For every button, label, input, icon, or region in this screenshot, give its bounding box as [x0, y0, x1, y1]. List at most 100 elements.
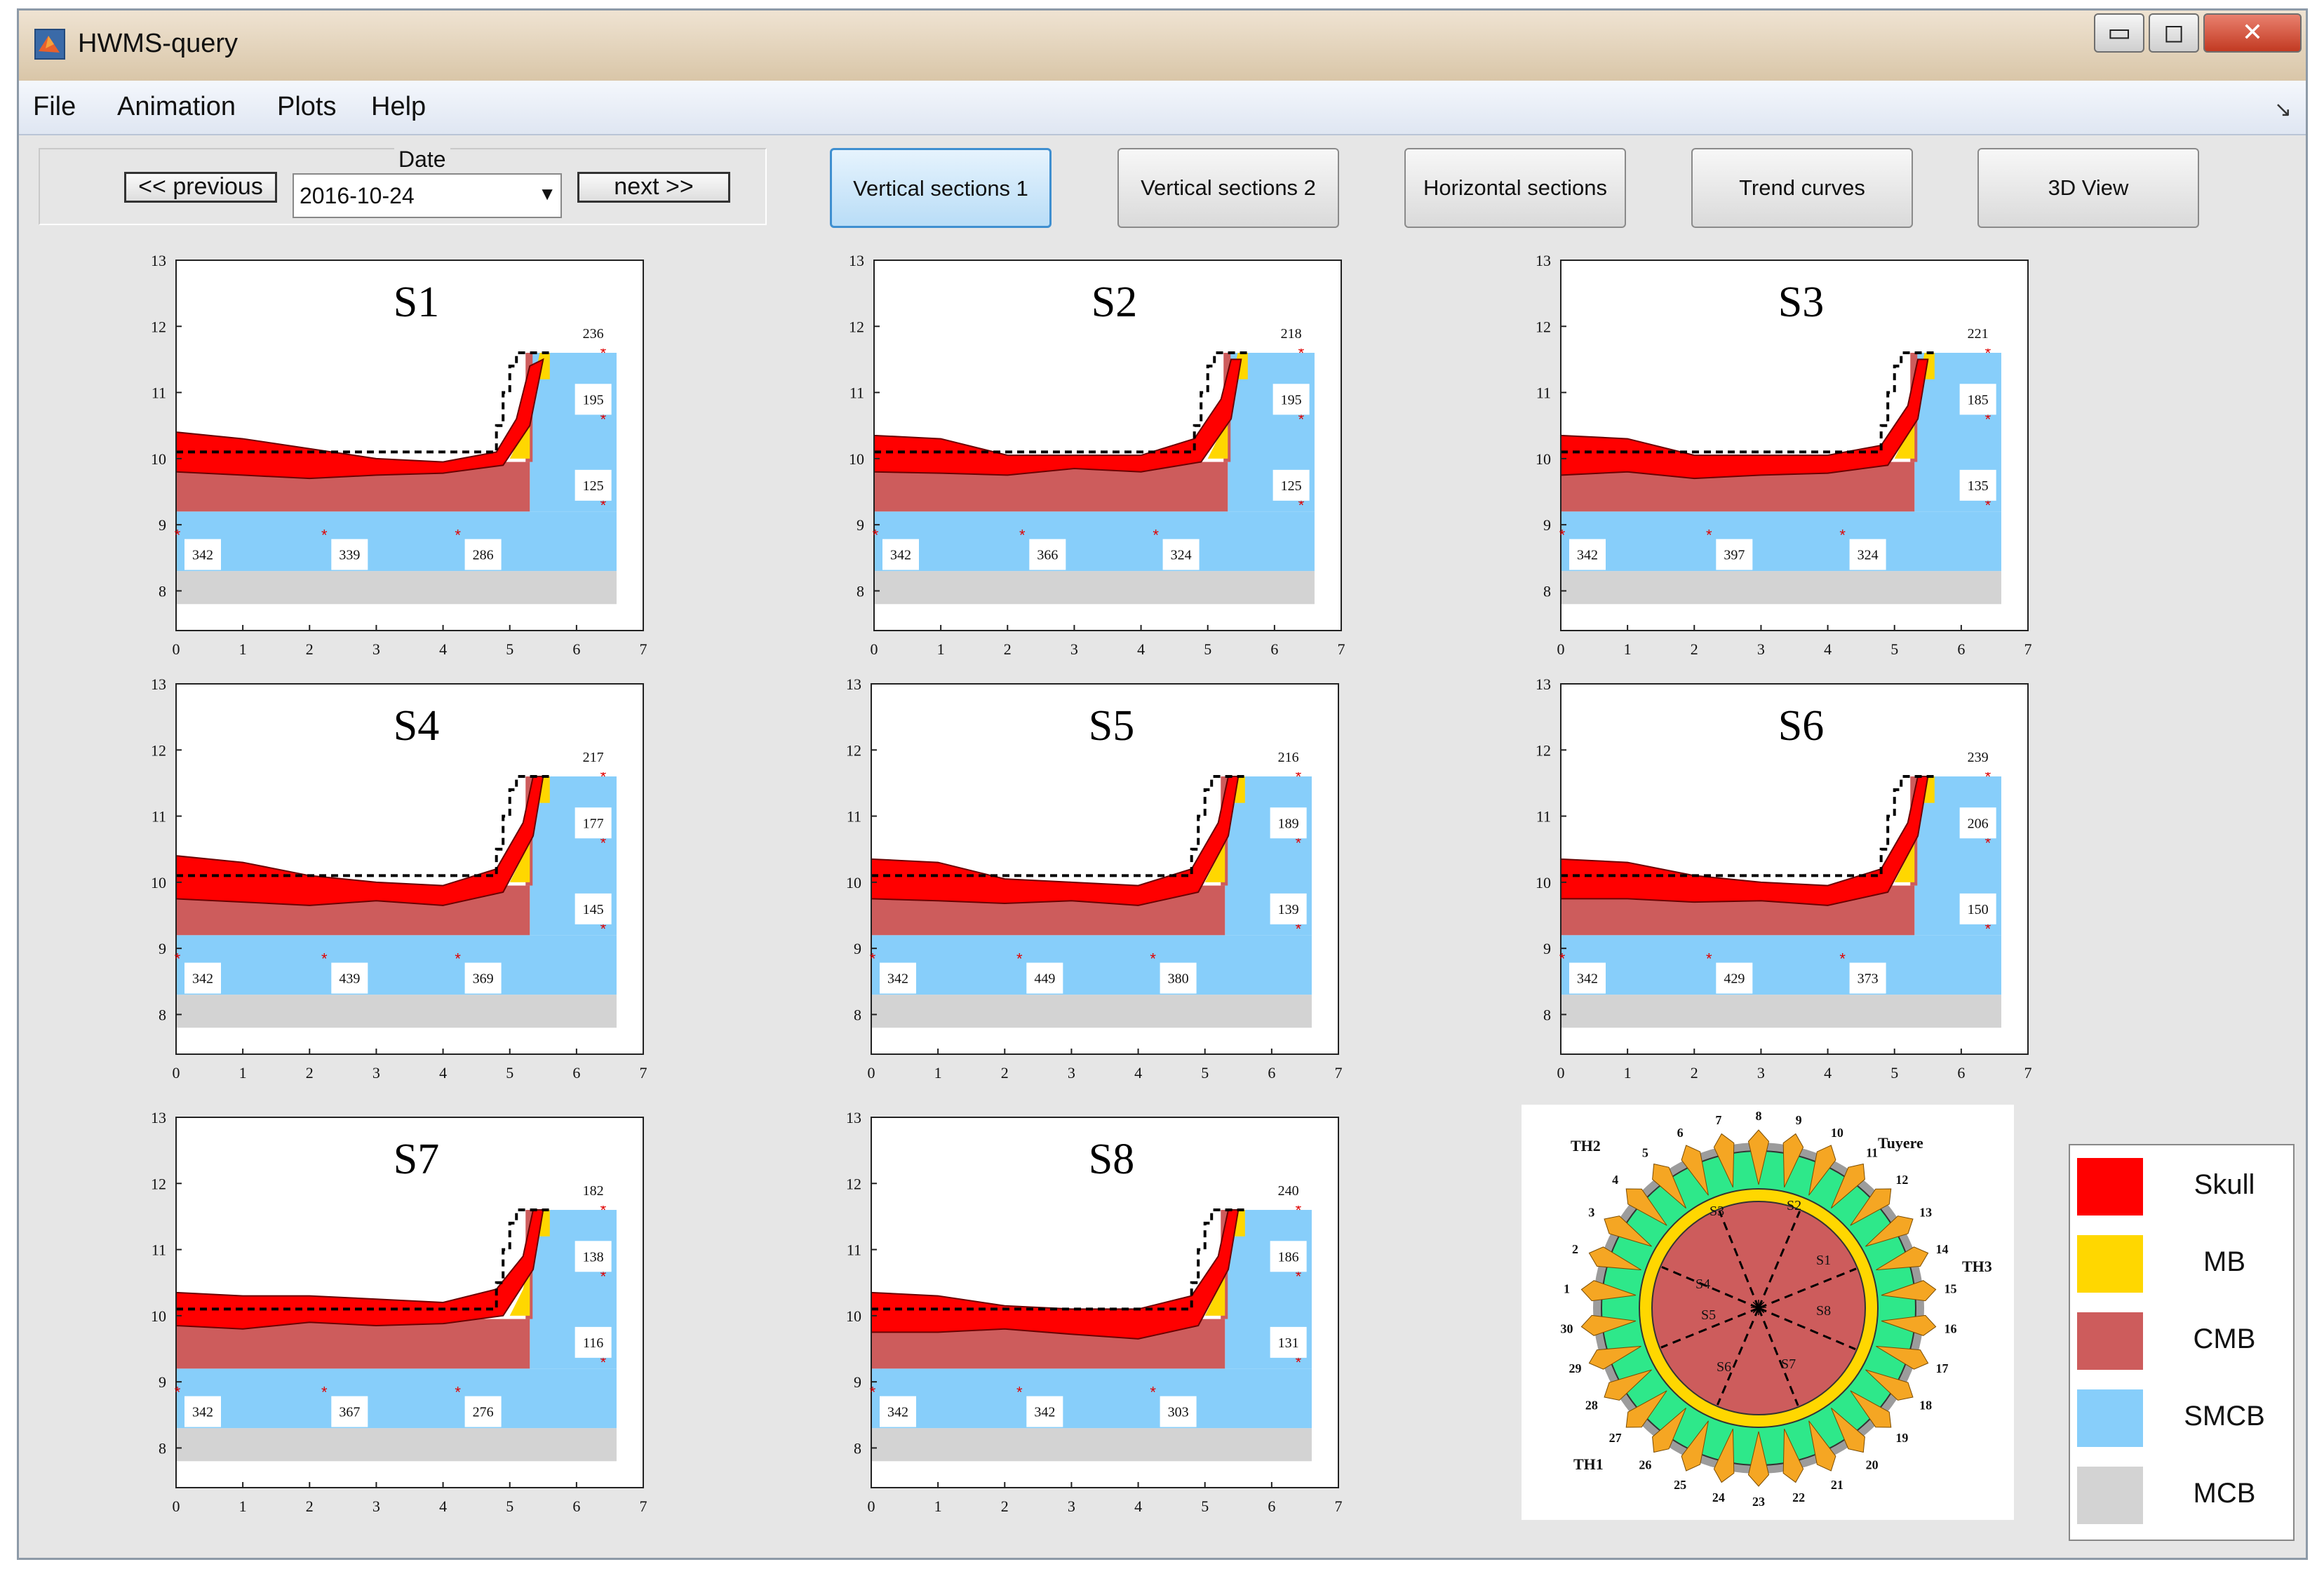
- svg-text:177: 177: [583, 816, 604, 831]
- mcb-layer: [176, 995, 617, 1028]
- svg-text:*: *: [600, 920, 607, 938]
- tab-trend-curves[interactable]: Trend curves: [1691, 148, 1913, 228]
- menu-help[interactable]: Help: [371, 92, 426, 121]
- x-tick-label: 3: [1070, 640, 1078, 658]
- next-button[interactable]: next >>: [577, 172, 730, 203]
- y-tick-label: 9: [159, 516, 166, 534]
- y-tick-label: 12: [151, 1175, 166, 1192]
- svg-text:*: *: [1839, 526, 1846, 544]
- y-tick-label: 11: [152, 808, 166, 826]
- legend-item: Skull: [2070, 1151, 2293, 1228]
- date-dropdown[interactable]: 2016-10-24 ▼: [293, 173, 562, 218]
- tuyere-number: 13: [1919, 1206, 1932, 1220]
- section-line: [1758, 1267, 1857, 1309]
- svg-text:342: 342: [1577, 971, 1598, 987]
- skull-area: [175, 358, 544, 480]
- x-tick-label: 3: [1757, 640, 1765, 658]
- axes-frame: [1560, 683, 2029, 1055]
- svg-text:239: 239: [1968, 750, 1989, 765]
- svg-text:*: *: [1296, 768, 1302, 786]
- original-profile-line: [874, 351, 1248, 454]
- y-tick-label: 13: [151, 1109, 166, 1126]
- bottom-temperature-reading: 380: [1160, 962, 1197, 994]
- axes-frame: [1560, 260, 2029, 631]
- svg-text:439: 439: [339, 971, 360, 987]
- svg-text:*: *: [321, 1383, 328, 1401]
- svg-text:342: 342: [887, 1405, 908, 1420]
- tuyere-marker: [1580, 1280, 1637, 1302]
- svg-text:*: *: [1016, 950, 1023, 967]
- legend-label: Skull: [2194, 1169, 2255, 1200]
- tab-3d-view[interactable]: 3D View: [1977, 148, 2199, 228]
- tuyere-number: 29: [1569, 1361, 1581, 1375]
- x-tick-label: 4: [439, 1497, 447, 1515]
- bottom-temperature-reading: 369: [464, 962, 502, 994]
- tuyere-number: 17: [1936, 1361, 1949, 1375]
- tuyere-number: 20: [1866, 1457, 1879, 1472]
- svg-text:*: *: [1150, 1383, 1156, 1401]
- svg-text:216: 216: [1278, 750, 1299, 765]
- bottom-temperature-reading: 286: [464, 539, 502, 570]
- section-label: S8: [1816, 1303, 1831, 1319]
- original-profile-line: [1561, 351, 1935, 454]
- tuyere-number: 19: [1895, 1431, 1908, 1445]
- y-tick-label: 9: [1543, 516, 1551, 534]
- svg-text:380: 380: [1168, 971, 1189, 987]
- tuyere-number: 26: [1639, 1457, 1651, 1472]
- x-tick-label: 3: [1757, 1064, 1765, 1082]
- bottom-temperature-reading: 367: [331, 1396, 368, 1427]
- x-tick-label: 1: [239, 640, 247, 658]
- tuyere-number: 16: [1944, 1322, 1956, 1336]
- x-tick-label: 4: [439, 1064, 447, 1082]
- wall-temperature-reading: 206: [1959, 807, 1996, 839]
- legend-swatch: [2077, 1235, 2143, 1293]
- maximize-button[interactable]: ◻: [2149, 13, 2199, 53]
- wall-temperature-reading: 240: [1270, 1175, 1307, 1206]
- dock-arrow-icon[interactable]: ↘: [2273, 98, 2292, 121]
- x-tick-label: 7: [1335, 1497, 1343, 1515]
- bottom-temperature-reading: 339: [331, 539, 368, 570]
- tab-horizontal-sections[interactable]: Horizontal sections: [1404, 148, 1626, 228]
- bottom-temperature-reading: 342: [1569, 962, 1606, 994]
- svg-text:*: *: [1559, 526, 1566, 544]
- menu-plots[interactable]: Plots: [277, 92, 337, 121]
- section-line: [1660, 1307, 1759, 1349]
- svg-text:125: 125: [583, 478, 604, 494]
- original-profile-line: [176, 775, 550, 877]
- section-chart-s6: 0 1 2 3 4 5 6 7 8 9 10 11 12 13 S6 * 239 * 206 * 150 * 342 * 429…: [1526, 673, 2049, 1085]
- section-title: S2: [1092, 278, 1137, 326]
- mb-layer: [1204, 1210, 1245, 1316]
- thermocouple-label: TH2: [1571, 1137, 1601, 1154]
- x-tick-label: 2: [1691, 1064, 1698, 1082]
- tuyere-marker: [1850, 1390, 1892, 1428]
- axes-frame: [871, 683, 1339, 1055]
- minimize-button[interactable]: ▭: [2094, 13, 2144, 53]
- legend-swatch: [2077, 1389, 2143, 1447]
- tab-vertical-sections-1[interactable]: Vertical sections 1: [830, 148, 1052, 228]
- bottom-temperature-reading: 324: [1162, 539, 1200, 570]
- wall-temperature-reading: 182: [575, 1175, 612, 1206]
- svg-text:*: *: [455, 1383, 461, 1401]
- x-tick-label: 2: [1001, 1064, 1009, 1082]
- dropdown-arrow-icon[interactable]: ▼: [538, 183, 556, 204]
- svg-text:131: 131: [1278, 1335, 1299, 1351]
- bottom-temperature-reading: 429: [1716, 962, 1753, 994]
- bottom-temperature-reading: 303: [1160, 1396, 1197, 1427]
- bottom-temperature-reading: 397: [1716, 539, 1753, 570]
- svg-text:*: *: [1298, 410, 1305, 428]
- y-tick-label: 12: [151, 741, 166, 759]
- x-tick-label: 5: [506, 1497, 513, 1515]
- tab-vertical-sections-2[interactable]: Vertical sections 2: [1117, 148, 1339, 228]
- bottom-temperature-reading: 366: [1029, 539, 1066, 570]
- svg-text:195: 195: [583, 392, 604, 408]
- close-button[interactable]: ✕: [2203, 13, 2302, 53]
- x-tick-label: 6: [1957, 1064, 1965, 1082]
- previous-button[interactable]: << previous: [124, 172, 277, 203]
- svg-text:*: *: [1839, 950, 1846, 967]
- y-tick-label: 10: [846, 874, 861, 891]
- svg-text:*: *: [1296, 1267, 1302, 1285]
- menu-animation[interactable]: Animation: [117, 92, 236, 121]
- menu-file[interactable]: File: [33, 92, 76, 121]
- tuyere-marker: [1604, 1216, 1652, 1247]
- section-label: S5: [1701, 1307, 1716, 1323]
